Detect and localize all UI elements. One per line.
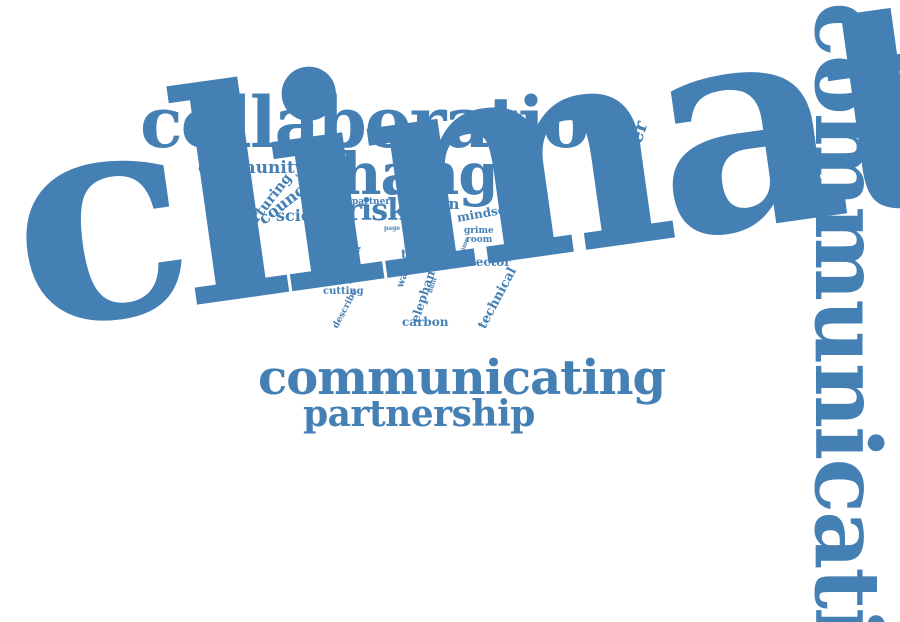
word-grime: grime bbox=[464, 226, 494, 236]
word-partner: partner bbox=[352, 197, 391, 207]
word-risk: risk bbox=[346, 193, 408, 228]
word-partnership: partnership bbox=[303, 393, 535, 435]
word-carbon: carbon bbox=[402, 315, 449, 329]
word-talk: talk bbox=[401, 247, 428, 261]
word-page: page bbox=[384, 225, 401, 232]
word-science: science bbox=[276, 206, 343, 225]
word-room: room bbox=[466, 235, 493, 245]
word-action: action bbox=[407, 195, 460, 213]
word-communicating: communicating bbox=[258, 350, 666, 406]
word-sector: sector bbox=[469, 255, 511, 269]
word-collaboration: collaboration bbox=[140, 81, 638, 164]
word-community: community bbox=[198, 158, 305, 178]
word-article: article bbox=[322, 257, 344, 264]
word-note: note bbox=[404, 240, 422, 249]
word-communication: communication bbox=[794, 2, 900, 622]
word-change: change bbox=[305, 140, 535, 208]
word-cutting: cutting bbox=[323, 286, 364, 297]
